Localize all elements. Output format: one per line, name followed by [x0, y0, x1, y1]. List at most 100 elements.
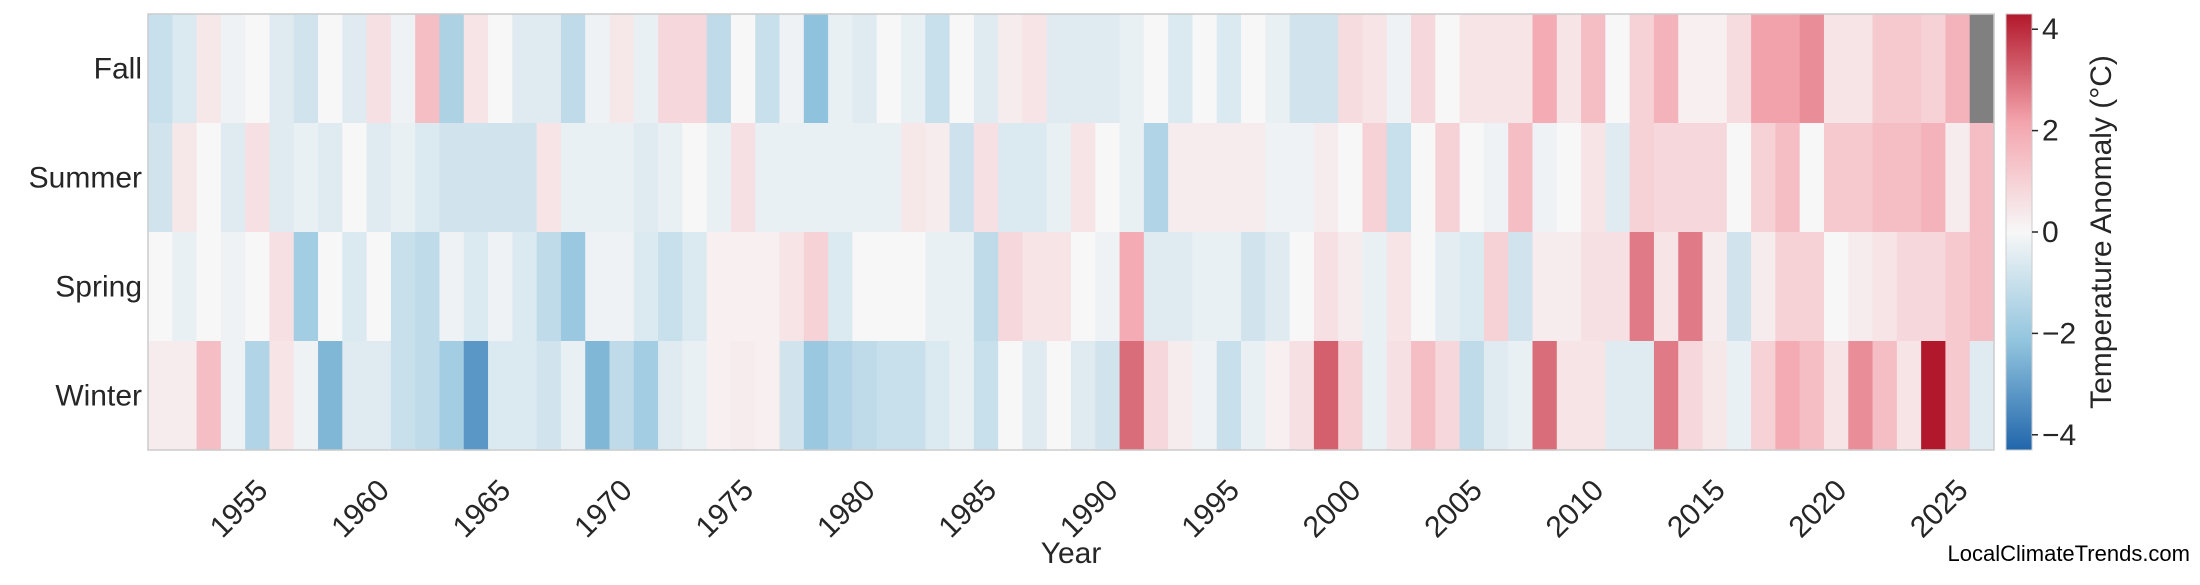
heat-cell-fall-1977	[803, 14, 829, 124]
heat-cell-fall-1975	[755, 14, 781, 124]
heat-cell-summer-1997	[1289, 123, 1315, 233]
heat-cell-summer-1990	[1119, 123, 1145, 233]
x-tick-label-1975: 1975	[690, 474, 761, 545]
heat-cell-winter-2002	[1411, 341, 1436, 451]
heat-cell-winter-2020	[1848, 341, 1874, 451]
heat-cell-winter-2014	[1702, 341, 1728, 451]
heat-cell-spring-1974	[730, 232, 756, 342]
heat-cell-summer-1963	[463, 123, 489, 233]
heat-cell-fall-1983	[949, 14, 975, 124]
heat-cell-fall-1964	[488, 14, 513, 124]
heat-cell-summer-1979	[852, 123, 878, 233]
heat-cell-summer-2013	[1678, 123, 1704, 233]
heat-cell-winter-1979	[852, 341, 878, 451]
heat-cell-fall-1997	[1289, 14, 1315, 124]
heat-cell-fall-1974	[730, 14, 756, 124]
heat-cell-winter-2022	[1896, 341, 1922, 451]
heat-cell-summer-2008	[1556, 123, 1582, 233]
heat-cell-spring-2016	[1751, 232, 1776, 342]
heat-cell-summer-2017	[1775, 123, 1801, 233]
heat-cell-summer-1987	[1046, 123, 1072, 233]
heat-cell-winter-1961	[415, 341, 441, 451]
heat-cell-winter-1952	[196, 341, 222, 451]
heat-cell-spring-1975	[755, 232, 781, 342]
heat-cell-winter-1969	[609, 341, 635, 451]
heat-cell-winter-1958	[342, 341, 368, 451]
plot-frame	[147, 13, 1995, 451]
heat-cell-winter-1974	[730, 341, 756, 451]
heat-cell-fall-1955	[269, 14, 295, 124]
heat-cell-summer-1999	[1338, 123, 1364, 233]
heat-cell-spring-1998	[1313, 232, 1339, 342]
heat-cell-fall-1993	[1192, 14, 1218, 124]
heat-cell-winter-1989	[1095, 341, 1121, 451]
heat-cell-summer-1972	[682, 123, 708, 233]
colorbar-tick-label: −2	[2042, 317, 2076, 350]
heat-cell-spring-1995	[1241, 232, 1266, 342]
heat-cell-spring-1986	[1022, 232, 1048, 342]
heat-cell-spring-2008	[1556, 232, 1582, 342]
heat-cell-spring-1994	[1216, 232, 1242, 342]
heat-cell-summer-2011	[1629, 123, 1655, 233]
heat-cell-summer-1975	[755, 123, 781, 233]
heat-cell-winter-1964	[488, 341, 513, 451]
heat-cell-winter-1963	[463, 341, 489, 451]
heat-cell-spring-1965	[512, 232, 538, 342]
heat-cell-fall-2021	[1872, 14, 1898, 124]
heat-cell-fall-1952	[196, 14, 222, 124]
heat-cell-fall-1976	[779, 14, 805, 124]
heat-cell-summer-1983	[949, 123, 975, 233]
heat-cell-winter-1956	[293, 341, 319, 451]
heat-cell-spring-2024	[1945, 232, 1971, 342]
heat-cell-fall-2013	[1678, 14, 1704, 124]
heat-cell-spring-1996	[1265, 232, 1291, 342]
x-tick-label-1955: 1955	[204, 474, 275, 545]
heat-cell-spring-2019	[1823, 232, 1849, 342]
x-tick-label-2010: 2010	[1540, 474, 1611, 545]
heat-cell-spring-1993	[1192, 232, 1218, 342]
heat-cell-fall-1969	[609, 14, 635, 124]
heat-cell-fall-1953	[220, 14, 246, 124]
heat-cell-spring-1967	[560, 232, 586, 342]
heat-cell-winter-2013	[1678, 341, 1704, 451]
heat-cell-winter-2004	[1459, 341, 1485, 451]
heat-cell-winter-1982	[925, 341, 951, 451]
heat-cell-fall-1954	[245, 14, 271, 124]
heat-cell-spring-1976	[779, 232, 805, 342]
heat-cell-winter-1957	[318, 341, 343, 451]
heat-cell-fall-1988	[1071, 14, 1096, 124]
heat-cell-winter-1983	[949, 341, 975, 451]
x-tick-label-2005: 2005	[1418, 474, 1489, 545]
heat-cell-spring-1985	[998, 232, 1024, 342]
heat-cell-summer-1970	[633, 123, 659, 233]
heat-cell-winter-1975	[755, 341, 781, 451]
heat-cell-spring-2003	[1435, 232, 1461, 342]
heat-cell-winter-1976	[779, 341, 805, 451]
heat-cell-winter-1970	[633, 341, 659, 451]
heat-cell-winter-1980	[876, 341, 902, 451]
x-tick-label-1980: 1980	[811, 474, 882, 545]
heat-cell-fall-2019	[1823, 14, 1849, 124]
heat-cell-spring-1950	[148, 232, 173, 342]
heat-cell-summer-1985	[998, 123, 1024, 233]
heat-cell-winter-1998	[1313, 341, 1339, 451]
heat-cell-winter-2009	[1581, 341, 1606, 451]
x-tick-label-2015: 2015	[1661, 474, 1732, 545]
x-tick-label-1965: 1965	[447, 474, 518, 545]
heat-cell-winter-2025	[1969, 341, 1995, 451]
heat-cell-winter-1996	[1265, 341, 1291, 451]
heat-cell-winter-1954	[245, 341, 271, 451]
heat-cell-winter-1953	[220, 341, 246, 451]
heat-cell-summer-1958	[342, 123, 368, 233]
heat-cell-spring-2020	[1848, 232, 1874, 342]
heat-cell-summer-2019	[1823, 123, 1849, 233]
x-axis-label: Year	[1041, 537, 1102, 570]
heat-cell-winter-2017	[1775, 341, 1801, 451]
heat-cell-winter-2016	[1751, 341, 1776, 451]
heat-cell-spring-1973	[706, 232, 732, 342]
heat-cell-winter-1967	[560, 341, 586, 451]
heat-cell-fall-1978	[828, 14, 853, 124]
colorbar-gradient	[2005, 13, 2033, 451]
colorbar-label: Temperature Anomaly (°C)	[2085, 55, 2118, 409]
heat-cell-spring-1968	[585, 232, 611, 342]
